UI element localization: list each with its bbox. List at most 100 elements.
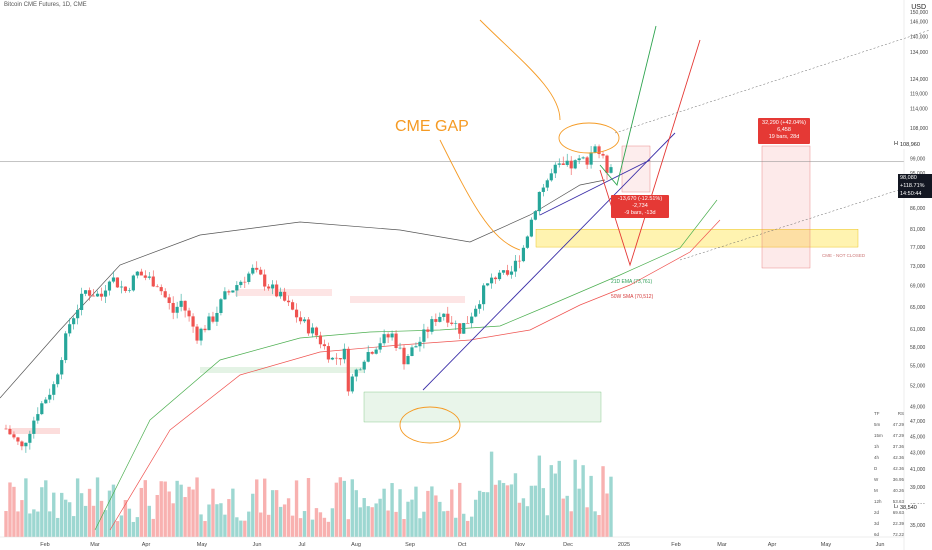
ema-label: 21D EMA (73,761) (611, 279, 653, 285)
candle-body (203, 328, 207, 331)
volume-bar (52, 492, 56, 537)
candle-body (52, 384, 56, 395)
volume-bar (545, 515, 549, 537)
volume-bar (469, 516, 474, 537)
table-cell: 69.63 (892, 510, 904, 515)
candle-body (497, 272, 502, 280)
candle-body (585, 157, 589, 165)
candle-body (267, 286, 271, 289)
volume-bar (481, 492, 486, 537)
candle-body (286, 300, 291, 303)
measure-line1: -13,670 (-12.51%) -2,734 (617, 196, 663, 209)
prediction-box: 32,290 (+42.04%) 6,458 19 bars, 28d (758, 118, 810, 144)
x-tick-label: May (197, 542, 208, 548)
volume-bar (593, 511, 597, 537)
candle-body (565, 160, 569, 165)
volume-bar (573, 459, 577, 537)
side-table: TF RS 5m 47.29 15m 47.29 1h 37.36 4h 42.36 D 42.36 W… (874, 408, 904, 540)
volume-bar (513, 473, 518, 537)
volume-bar (565, 495, 569, 537)
candle-body (406, 355, 410, 365)
candle-body (159, 287, 163, 292)
y-tick-label: 108,000 (910, 126, 928, 132)
candle-body (12, 434, 16, 438)
volume-bar (259, 512, 263, 537)
y-tick-label: 65,000 (910, 305, 926, 311)
x-tick-label: Dec (563, 542, 573, 548)
volume-bar (274, 490, 279, 537)
candle-body (394, 333, 398, 348)
forecast-box (621, 145, 651, 193)
candle-body (561, 163, 565, 165)
x-tick-label: Feb (671, 542, 680, 548)
volume-bar (28, 513, 32, 537)
volume-bar (159, 481, 163, 537)
supply-zone (350, 296, 465, 303)
gap-label: CME - NOT CLOSED (822, 253, 866, 258)
volume-bar (294, 480, 299, 537)
candle-body (541, 187, 545, 192)
zones (0, 145, 904, 434)
candle-body (115, 277, 120, 288)
volume-bar (131, 521, 136, 537)
volume-bar (227, 499, 231, 537)
volume-bar (203, 521, 207, 537)
candle-body (91, 295, 96, 297)
y-tick-label: 146,000 (910, 20, 928, 26)
candle-body (16, 437, 20, 442)
y-tick-label: 86,000 (910, 206, 926, 212)
candle-body (103, 290, 108, 297)
table-cell: 22.39 (892, 521, 904, 526)
y-tick-label: 55,000 (910, 364, 926, 370)
candle-body (80, 293, 84, 311)
candle-body (72, 318, 76, 325)
volume-bar (286, 498, 291, 537)
volume-bar (438, 501, 442, 537)
volume-bar (585, 507, 589, 537)
candle-body (557, 163, 561, 165)
candle-body (255, 267, 259, 270)
candle-body (450, 322, 454, 324)
volume-bar (525, 506, 530, 537)
currency-label[interactable]: USD (911, 4, 926, 11)
volume-bar (601, 466, 605, 537)
volume-bar (143, 480, 147, 537)
candle-body (84, 290, 88, 294)
candle-body (131, 275, 135, 291)
table-header-cell: TF (874, 411, 880, 416)
y-tick-label: 81,000 (910, 227, 926, 233)
candle-body (418, 341, 422, 347)
volume-bar (493, 484, 498, 537)
x-tick-label: Nov (515, 542, 525, 548)
table-cell: 2d (874, 510, 880, 515)
volume-bar (477, 490, 482, 537)
table-row: D 42.36 (874, 463, 904, 474)
table-cell: 40.26 (892, 488, 904, 493)
table-row: 3d 22.39 (874, 518, 904, 529)
volume-bar (549, 465, 553, 537)
candle-body (382, 334, 386, 344)
cme-gap-zone (535, 229, 859, 248)
last-price: 98,080 (900, 175, 917, 181)
candle-body (32, 420, 36, 434)
candle-body (569, 160, 573, 169)
candle-body (414, 346, 418, 348)
candle-body (119, 286, 124, 288)
candle-body (44, 399, 48, 404)
projection-red (599, 39, 701, 267)
sma-label: 50W SMA (70,512) (611, 294, 654, 300)
candle-body (28, 433, 32, 443)
volume-bar (195, 477, 199, 537)
candle-body (223, 291, 227, 300)
moving-averages (0, 179, 721, 531)
volume-bar (473, 499, 478, 537)
candle-body (99, 293, 104, 297)
candle-body (390, 333, 394, 338)
volume-bar (422, 511, 426, 537)
volume-bar (342, 480, 347, 537)
candle-body (438, 316, 442, 322)
y-tick-label: 77,000 (910, 245, 926, 251)
candle-body (143, 275, 147, 278)
volume-bar (414, 486, 418, 537)
